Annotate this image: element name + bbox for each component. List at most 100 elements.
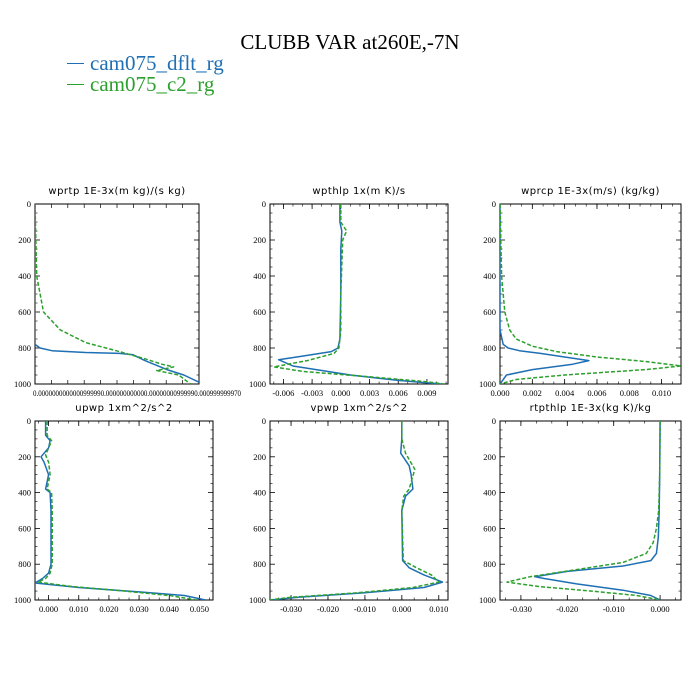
x-tick-label: 0.020: [99, 604, 118, 614]
x-tick-label: -0.020: [317, 604, 339, 614]
y-tick-label: 400: [253, 488, 266, 498]
x-tick-label: 0.040: [160, 604, 179, 614]
series-line-dflt: [500, 204, 590, 384]
x-tick-label: -0.003: [301, 388, 323, 398]
x-tick-label: 0.010: [429, 604, 448, 614]
y-tick-label: 800: [483, 343, 496, 353]
x-tick-label: -0.030: [280, 604, 302, 614]
y-tick-label: 600: [483, 307, 496, 317]
y-tick-label: 200: [253, 452, 266, 462]
x-tick-label: -0.010: [603, 604, 625, 614]
panel-title: rtpthlp 1E-3x(kg K)/kg: [530, 403, 652, 414]
panel-title: wprtp 1E-3x(m kg)/(s kg): [48, 186, 185, 197]
series-line-dflt: [534, 421, 661, 600]
y-tick-label: 200: [18, 235, 31, 245]
y-tick-label: 400: [18, 271, 31, 281]
series-line-c2: [35, 204, 191, 384]
y-tick-label: 1000: [249, 595, 266, 605]
y-tick-label: 400: [253, 271, 266, 281]
panel-title: wprcp 1E-3x(m/s) (kg/kg): [521, 186, 660, 197]
y-tick-label: 600: [253, 523, 266, 533]
x-tick-label: 0.010: [69, 604, 88, 614]
chart-panel: upwp 1xm^2/s^2 0 200 400 600 800 1000 0.000 0.01…: [14, 403, 214, 614]
y-tick-label: 1000: [249, 379, 266, 389]
x-tick-label: 0.0000000000000999990.000000000000.00000…: [33, 388, 241, 398]
legend-label: cam075_c2_rg: [90, 72, 215, 96]
panel-title: wpthlp 1x(m K)/s: [312, 186, 405, 197]
chart-panel: wprcp 1E-3x(m/s) (kg/kg) 0 200 400 600 800 100…: [479, 186, 682, 398]
y-tick-label: 800: [253, 343, 266, 353]
y-tick-label: 0: [262, 199, 266, 209]
x-tick-label: 0.000: [392, 604, 411, 614]
y-tick-label: 600: [18, 307, 31, 317]
y-tick-label: 200: [253, 235, 266, 245]
chart-panel: wprtp 1E-3x(m kg)/(s kg) 0 200 400 600 800 100…: [14, 186, 241, 398]
x-tick-label: 0.006: [587, 388, 606, 398]
x-tick-label: 0.050: [190, 604, 209, 614]
series-line-dflt: [277, 204, 442, 384]
figure-title: CLUBB VAR at260E,-7N: [240, 30, 460, 54]
legend-label: cam075_dflt_rg: [90, 51, 224, 75]
series-line-c2: [506, 421, 661, 600]
x-tick-label: 0.003: [360, 388, 379, 398]
y-tick-label: 400: [483, 271, 496, 281]
series-line-dflt: [270, 421, 444, 600]
y-tick-label: 200: [483, 235, 496, 245]
panel-title: vpwp 1xm^2/s^2: [310, 403, 407, 414]
y-tick-label: 1000: [479, 379, 496, 389]
panel-frame: [499, 203, 682, 385]
y-tick-label: 0: [27, 416, 31, 426]
y-tick-label: 800: [18, 343, 31, 353]
x-tick-label: -0.030: [510, 604, 532, 614]
y-tick-label: 600: [253, 307, 266, 317]
y-tick-label: 800: [18, 559, 31, 569]
series-line-dflt: [35, 204, 199, 383]
x-tick-label: 0.010: [652, 388, 671, 398]
y-tick-label: 0: [262, 416, 266, 426]
legend-entry-dflt: cam075_dflt_rg: [67, 51, 224, 76]
y-tick-label: 600: [483, 523, 496, 533]
chart-panel: wpthlp 1x(m K)/s 0 200 400 600 800 1000 -0.006-…: [249, 186, 449, 398]
y-tick-label: 0: [492, 416, 496, 426]
x-tick-label: 0.006: [389, 388, 408, 398]
x-tick-label: -0.006: [272, 388, 294, 398]
y-tick-label: 400: [483, 488, 496, 498]
series-line-c2: [37, 421, 197, 600]
x-tick-label: 0.000: [490, 388, 509, 398]
series-line-c2: [273, 204, 445, 384]
x-tick-label: 0.009: [417, 388, 436, 398]
x-tick-label: 0.002: [523, 388, 542, 398]
x-tick-label: 0.008: [620, 388, 639, 398]
x-tick-label: -0.010: [354, 604, 376, 614]
x-tick-label: -0.020: [556, 604, 578, 614]
x-tick-label: 0.000: [331, 388, 350, 398]
y-tick-label: 400: [18, 488, 31, 498]
legend-line-icon: [67, 83, 84, 86]
x-tick-label: 0.000: [39, 604, 58, 614]
y-tick-label: 800: [483, 559, 496, 569]
panel-frame: [34, 420, 214, 601]
panel-frame: [499, 420, 682, 601]
legend-entry-c2: cam075_c2_rg: [67, 72, 214, 97]
y-tick-label: 1000: [479, 595, 496, 605]
y-tick-label: 800: [253, 559, 266, 569]
series-line-dflt: [35, 421, 206, 600]
y-tick-label: 0: [27, 199, 31, 209]
y-tick-label: 0: [492, 199, 496, 209]
series-line-c2: [500, 204, 681, 384]
x-tick-label: 0.030: [130, 604, 149, 614]
y-tick-label: 200: [18, 452, 31, 462]
y-tick-label: 200: [483, 452, 496, 462]
y-tick-label: 1000: [14, 595, 31, 605]
series-line-c2: [270, 421, 440, 600]
chart-panel: vpwp 1xm^2/s^2 0 200 400 600 800 1000 -0.030 -0.…: [249, 403, 449, 614]
panel-title: upwp 1xm^2/s^2: [75, 403, 172, 414]
legend-line-icon: [67, 62, 84, 65]
x-tick-label: 0.004: [555, 388, 575, 398]
chart-panel: rtpthlp 1E-3x(kg K)/kg 0 200 400 600 800 1000 -…: [479, 403, 682, 614]
x-tick-label: 0.000: [651, 604, 670, 614]
y-tick-label: 600: [18, 523, 31, 533]
panel-frame: [34, 203, 200, 385]
